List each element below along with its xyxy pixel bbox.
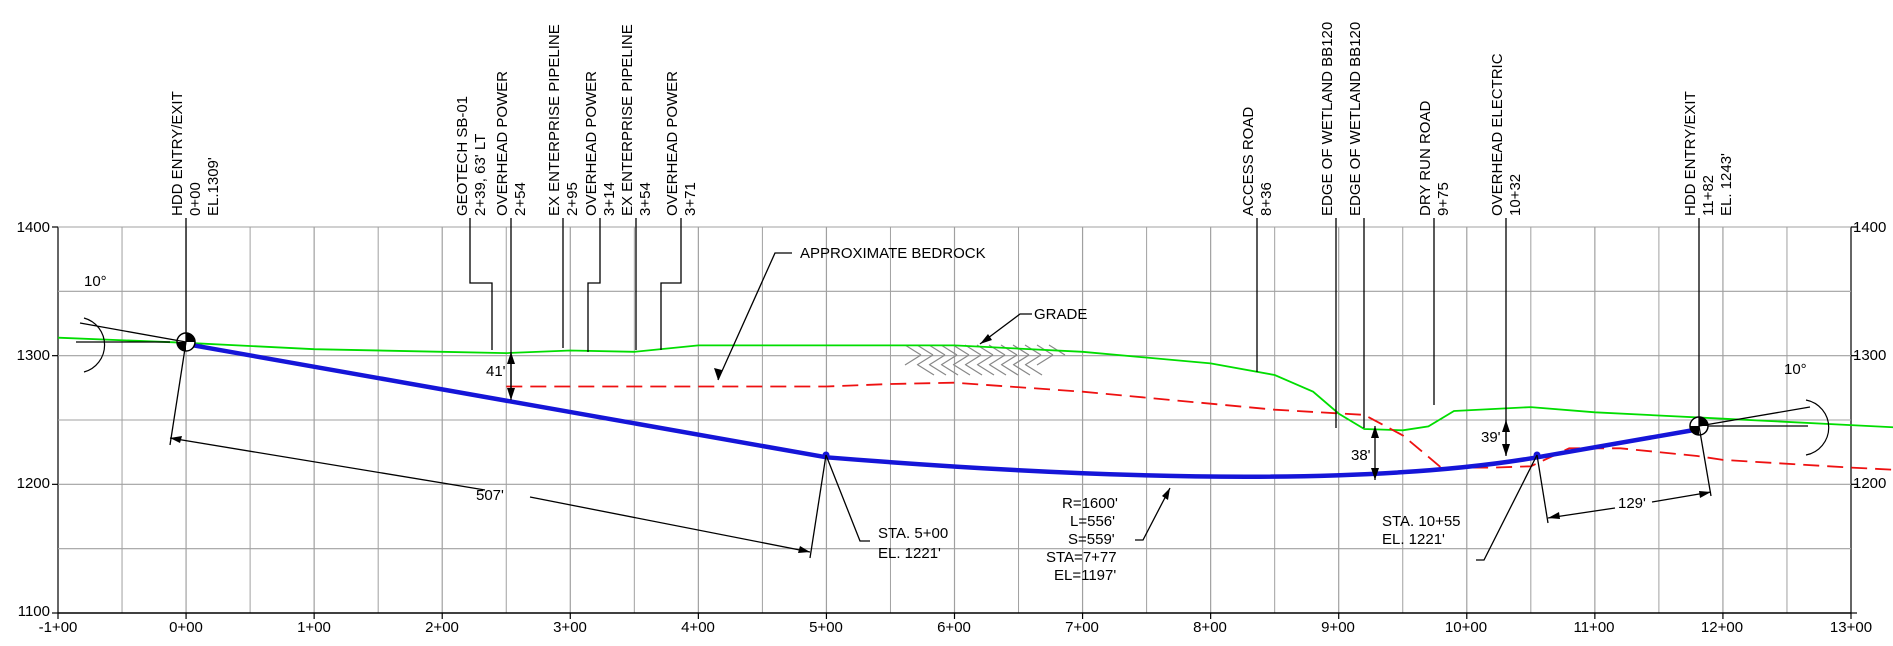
exit-station: 11+82: [1700, 175, 1717, 216]
grade-line: [57, 336, 1893, 432]
pc-elevation: EL. 1221': [878, 545, 941, 562]
crossing-station: 8+36: [1258, 182, 1275, 216]
entry-angle: 10°: [84, 273, 107, 290]
station-label: 12+00: [1701, 619, 1743, 636]
crossing-station: 9+75: [1435, 182, 1452, 216]
crossing-label: EX ENTERPRISE PIPELINE: [546, 24, 563, 216]
station-label: 9+00: [1321, 619, 1355, 636]
grade-callout: GRADE: [1034, 306, 1087, 323]
station-label: -1+00: [39, 619, 78, 636]
crossing-label: EDGE OF WETLAND BB120: [1319, 22, 1336, 216]
entry-station: 0+00: [187, 182, 204, 216]
grid: [52, 226, 1857, 619]
station-label: 3+00: [553, 619, 587, 636]
elevation-label: 1300: [1853, 347, 1886, 364]
station-label: 10+00: [1445, 619, 1487, 636]
leader-lines: [76, 218, 1811, 561]
length-label: 507': [476, 487, 504, 504]
crossing-station: 3+71: [682, 182, 699, 216]
entry-elevation: EL.1309': [205, 157, 222, 216]
station-label: 4+00: [681, 619, 715, 636]
pt-elevation: EL. 1221': [1382, 531, 1445, 548]
bedrock-callout: APPROXIMATE BEDROCK: [800, 245, 986, 262]
entry-label: HDD ENTRY/EXIT: [169, 91, 186, 216]
annotations: APPROXIMATE BEDROCK GRADE 10° 10° 41' 38…: [84, 245, 1807, 584]
pt-station: STA. 10+55: [1382, 513, 1461, 530]
elevation-label: 1200: [17, 475, 50, 492]
station-label: 0+00: [169, 619, 203, 636]
pc-station: STA. 5+00: [878, 525, 948, 542]
crossing-station: 3+54: [637, 182, 654, 216]
curve-length: L=556': [1070, 513, 1115, 530]
vertical-labels: HDD ENTRY/EXIT 0+00 EL.1309' GEOTECH SB-…: [169, 22, 1735, 216]
elevation-label: 1300: [17, 347, 50, 364]
curve-radius: R=1600': [1062, 495, 1118, 512]
curve-arc: S=559': [1068, 531, 1115, 548]
crossing-label: DRY RUN ROAD: [1417, 101, 1434, 216]
crossing-label: OVERHEAD POWER: [664, 71, 681, 216]
length-label: 129': [1618, 495, 1646, 512]
elevation-axis-right: 1400 1300 1200: [1853, 219, 1886, 492]
depth-label: 39': [1481, 429, 1501, 446]
elevation-label: 1400: [17, 219, 50, 236]
elevation-axis-left: 1400 1300 1200 1100: [17, 219, 50, 620]
depth-label: 41': [486, 363, 506, 380]
station-label: 1+00: [297, 619, 331, 636]
station-axis: -1+00 0+00 1+00 2+00 3+00 4+00 5+00 6+00…: [39, 619, 1872, 636]
crossing-label: OVERHEAD ELECTRIC: [1489, 53, 1506, 216]
crossing-station: 2+54: [512, 182, 529, 216]
crossing-label: EX ENTERPRISE PIPELINE: [619, 24, 636, 216]
crossing-station: 2+95: [564, 182, 581, 216]
elevation-label: 1100: [18, 603, 50, 620]
crossing-label: OVERHEAD POWER: [583, 71, 600, 216]
station-label: 2+00: [425, 619, 459, 636]
hdd-bore-path: [185, 341, 1701, 479]
elevation-label: 1400: [1853, 219, 1886, 236]
station-label: 8+00: [1193, 619, 1227, 636]
exit-angle: 10°: [1784, 361, 1807, 378]
arrowheads: [170, 334, 1711, 553]
crossing-station: 2+39, 63' LT: [472, 134, 489, 216]
crossing-label: ACCESS ROAD: [1240, 107, 1257, 216]
crossing-station: 3+14: [601, 182, 618, 216]
station-label: 13+00: [1830, 619, 1872, 636]
angle-arcs: [83, 317, 1830, 456]
crossing-station: 10+32: [1507, 174, 1524, 216]
curve-station: STA=7+77: [1046, 549, 1117, 566]
station-label: 11+00: [1573, 619, 1614, 636]
crossing-label: EDGE OF WETLAND BB120: [1347, 22, 1364, 216]
station-label: 7+00: [1065, 619, 1099, 636]
entry-symbol: [176, 332, 196, 352]
bedrock-line: [506, 381, 1893, 471]
station-label: 5+00: [809, 619, 843, 636]
depth-label: 38': [1351, 447, 1371, 464]
curve-elevation: EL=1197': [1054, 567, 1116, 584]
elevation-label: 1200: [1853, 475, 1886, 492]
exit-elevation: EL. 1243': [1718, 153, 1735, 216]
station-label: 6+00: [937, 619, 971, 636]
exit-label: HDD ENTRY/EXIT: [1682, 91, 1699, 216]
crossing-label: GEOTECH SB-01: [454, 96, 471, 216]
crossing-label: OVERHEAD POWER: [494, 71, 511, 216]
